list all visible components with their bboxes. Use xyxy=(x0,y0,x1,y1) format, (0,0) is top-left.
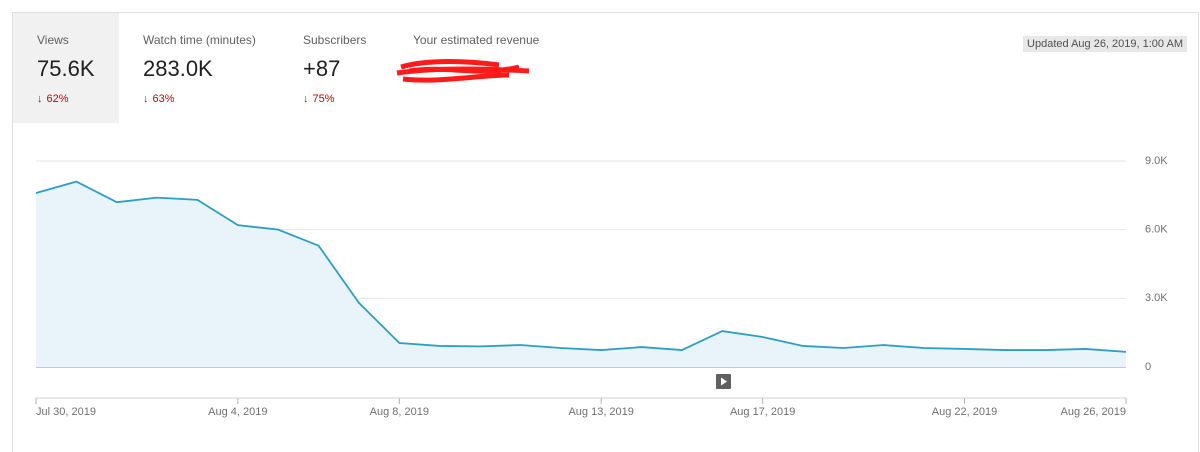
x-tick-label: Aug 26, 2019 xyxy=(1061,406,1126,418)
x-tick-label: Aug 8, 2019 xyxy=(370,406,429,418)
play-button[interactable] xyxy=(716,374,731,389)
metric-value: 75.6K xyxy=(37,56,95,81)
line xyxy=(35,180,1127,353)
change-text: 75% xyxy=(312,93,335,105)
metric-tile[interactable]: Views 75.6K ↓ 62% xyxy=(13,13,119,123)
metric-tile[interactable]: Subscribers +87 ↓ 75% xyxy=(279,13,389,123)
x-tick-label: Aug 4, 2019 xyxy=(208,406,267,418)
change-text: 63% xyxy=(152,93,175,105)
change-text: 62% xyxy=(46,93,69,105)
metric-label: Watch time (minutes) xyxy=(143,33,256,47)
x-tick-label: Aug 22, 2019 xyxy=(932,406,997,418)
analytics-card: Views 75.6K ↓ 62% Watch time (minutes) 28… xyxy=(12,12,1199,452)
y-tick-label: 6.0K xyxy=(1145,224,1168,236)
metric-change: ↓ 62% xyxy=(37,93,69,105)
x-tick-label: Aug 17, 2019 xyxy=(730,406,795,418)
metric-label: Views xyxy=(37,33,69,47)
metric-value: +87 xyxy=(303,56,341,81)
metric-change: ↓ 75% xyxy=(303,93,335,105)
y-tick-label: 9.0K xyxy=(1145,155,1168,167)
y-tick-label: 0 xyxy=(1145,361,1151,373)
redaction-scribble xyxy=(396,59,530,83)
x-tick-label: Aug 13, 2019 xyxy=(568,406,633,418)
metric-tile[interactable]: Your estimated revenue xyxy=(389,13,589,123)
metric-value: 283.0K xyxy=(143,56,213,81)
y-tick-label: 3.0K xyxy=(1145,292,1168,304)
metric-label: Your estimated revenue xyxy=(413,33,540,47)
metric-change: ↓ 63% xyxy=(143,93,175,105)
metric-label: Subscribers xyxy=(303,33,367,47)
metric-tile[interactable]: Watch time (minutes) 283.0K ↓ 63% xyxy=(119,13,279,123)
x-tick-label: Jul 30, 2019 xyxy=(36,406,96,418)
area xyxy=(36,181,1126,367)
updated-badge: Updated Aug 26, 2019, 1:00 AM xyxy=(1023,36,1187,52)
